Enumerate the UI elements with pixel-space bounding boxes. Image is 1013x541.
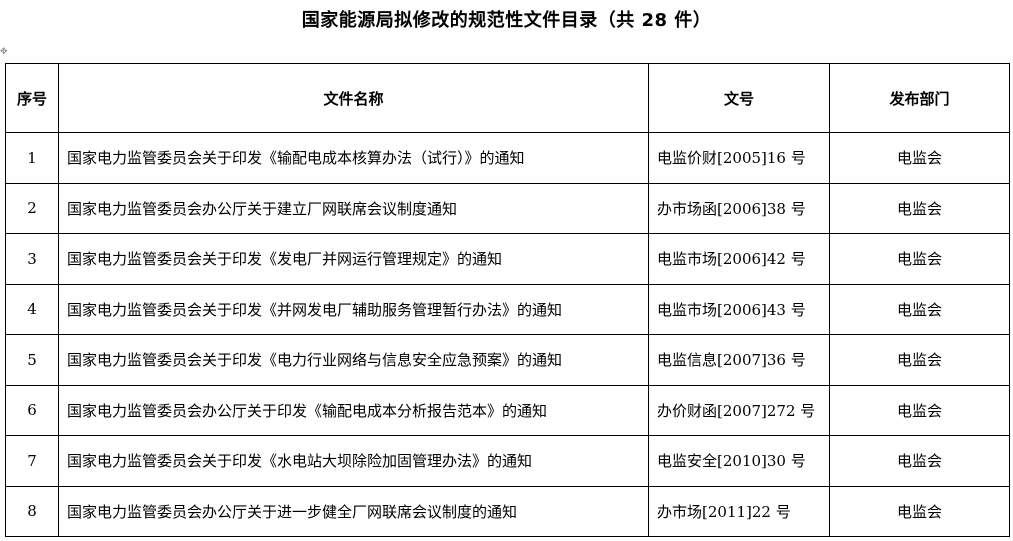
document-number: 电监安全[2010]30 号 [648,435,830,487]
department: 电监会 [829,182,1010,234]
row-number: 5 [5,334,59,386]
document-number: 电监价财[2005]16 号 [648,132,830,184]
table-row: 3 国家电力监管委员会关于印发《发电厂并网运行管理规定》的通知 电监市场[2006]… [5,233,1010,285]
table-row: 4 国家电力监管委员会关于印发《并网发电厂辅助服务管理暂行办法》的通知 电监市场[2… [5,283,1010,335]
document-name: 国家电力监管委员会办公厅关于印发《输配电成本分析报告范本》的通知 [58,384,649,436]
row-number: 2 [5,182,59,234]
department: 电监会 [829,132,1010,184]
row-number: 3 [5,233,59,285]
document-number: 电监市场[2006]42 号 [648,233,830,285]
header-name: 文件名称 [58,63,649,133]
document-name: 国家电力监管委员会关于印发《发电厂并网运行管理规定》的通知 [58,233,649,285]
document-name: 国家电力监管委员会关于印发《并网发电厂辅助服务管理暂行办法》的通知 [58,283,649,335]
page-title: 国家能源局拟修改的规范性文件目录（共 28 件） [301,10,712,31]
table-row: 2 国家电力监管委员会办公厅关于建立厂网联席会议制度通知 办市场函[2006]38 … [5,182,1010,234]
header-department: 发布部门 [829,63,1010,133]
header-no: 序号 [5,63,59,133]
department: 电监会 [829,233,1010,285]
document-number: 办市场[2011]22 号 [648,485,830,537]
department: 电监会 [829,435,1010,487]
row-number: 6 [5,384,59,436]
row-number: 1 [5,132,59,184]
document-name: 国家电力监管委员会办公厅关于进一步健全厂网联席会议制度的通知 [58,485,649,537]
table-row: 1 国家电力监管委员会关于印发《输配电成本核算办法（试行）》的通知 电监价财[200… [5,132,1010,184]
document-number: 电监市场[2006]43 号 [648,283,830,335]
document-table: 序号 文件名称 文号 发布部门 1 国家电力监管委员会关于印发《输配电成本核算办法… [5,63,1010,537]
row-number: 7 [5,435,59,487]
table-row: 7 国家电力监管委员会关于印发《水电站大坝除险加固管理办法》的通知 电监安全[201… [5,435,1010,487]
document-name: 国家电力监管委员会办公厅关于建立厂网联席会议制度通知 [58,182,649,234]
document-name: 国家电力监管委员会关于印发《水电站大坝除险加固管理办法》的通知 [58,435,649,487]
department: 电监会 [829,283,1010,335]
row-number: 4 [5,283,59,335]
document-name: 国家电力监管委员会关于印发《输配电成本核算办法（试行）》的通知 [58,132,649,184]
header-doc-number: 文号 [648,63,830,133]
document-number: 办市场函[2006]38 号 [648,182,830,234]
department: 电监会 [829,485,1010,537]
department: 电监会 [829,334,1010,386]
table-header-row: 序号 文件名称 文号 发布部门 [5,63,1010,133]
document-name: 国家电力监管委员会关于印发《电力行业网络与信息安全应急预案》的通知 [58,334,649,386]
department: 电监会 [829,384,1010,436]
table-row: 8 国家电力监管委员会办公厅关于进一步健全厂网联席会议制度的通知 办市场[2011]… [5,485,1010,537]
table-move-handle-icon[interactable]: ✥ [0,47,8,57]
table-row: 5 国家电力监管委员会关于印发《电力行业网络与信息安全应急预案》的通知 电监信息[2… [5,334,1010,386]
row-number: 8 [5,485,59,537]
table-row: 6 国家电力监管委员会办公厅关于印发《输配电成本分析报告范本》的通知 办价财函[20… [5,384,1010,436]
document-number: 电监信息[2007]36 号 [648,334,830,386]
document-number: 办价财函[2007]272 号 [648,384,830,436]
